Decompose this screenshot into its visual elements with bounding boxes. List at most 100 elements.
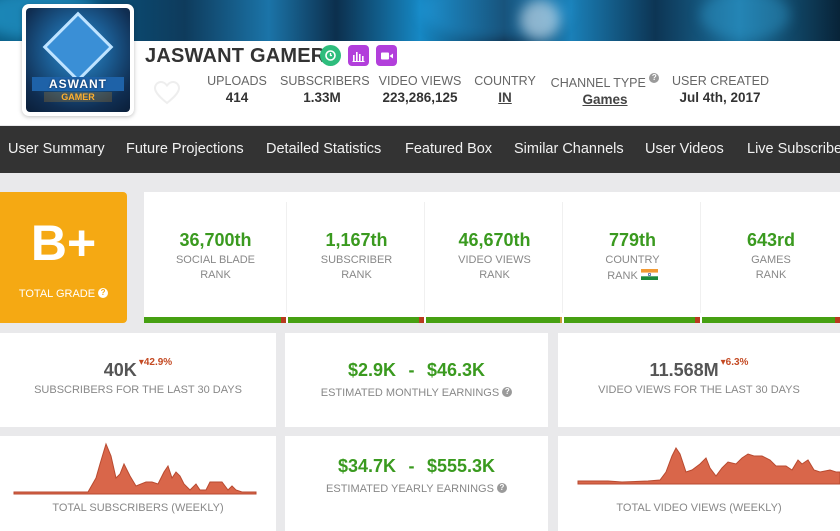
subs-weekly-sparkline: [13, 442, 257, 495]
yearly-low: $34.7K: [337, 456, 397, 476]
channel-header: [0, 41, 840, 125]
tab-user-summary[interactable]: User Summary: [8, 141, 105, 157]
yearly-high: $555.3K: [426, 456, 495, 476]
channel-avatar: ASWANT GAMER: [22, 4, 134, 116]
subs-30-delta: ▾42.9%: [138, 357, 173, 368]
tab-detailed-statistics[interactable]: Detailed Statistics: [266, 141, 382, 157]
rank-bar: [702, 317, 840, 323]
rank-value: 779th: [608, 230, 657, 250]
clock-badge[interactable]: [320, 45, 341, 66]
rank-bar: [288, 317, 424, 323]
grade-label: TOTAL GRADE: [18, 288, 96, 300]
channel-name: JASWANT GAMER: [145, 45, 326, 67]
tab-live-subscriber[interactable]: Live Subscriber: [747, 141, 840, 157]
views-30-value-wrap: 11.568M ▾6.3%: [558, 357, 840, 381]
stat-uploads: UPLOADS 414: [205, 74, 269, 105]
delta-value: 42.9%: [143, 357, 173, 368]
range-separator: -: [408, 360, 415, 380]
avatar-text-bottom: GAMER: [44, 92, 112, 102]
stat-label: UPLOADS: [207, 74, 267, 88]
heart-icon[interactable]: [153, 80, 181, 106]
stat-value: 223,286,125: [382, 90, 458, 105]
help-icon[interactable]: ?: [649, 73, 660, 83]
divider: [424, 202, 425, 313]
ranks-panel: 36,700th SOCIAL BLADE RANK 1,167th SUBSC…: [144, 192, 840, 323]
rank-bar: [564, 317, 700, 323]
yearly-label-wrap: ESTIMATED YEARLY EARNINGS ?: [285, 483, 548, 495]
yearly-label: ESTIMATED YEARLY EARNINGS: [326, 483, 494, 495]
monthly-label-wrap: ESTIMATED MONTHLY EARNINGS ?: [285, 387, 548, 399]
tab-featured-box[interactable]: Featured Box: [405, 141, 493, 157]
stat-label: VIDEO VIEWS: [378, 74, 462, 88]
stat-label: CHANNEL TYPE: [550, 76, 646, 90]
subs-30-days-card: 40K ▾42.9% SUBSCRIBERS FOR THE LAST 30 DA…: [0, 333, 276, 427]
stat-country: COUNTRY IN: [474, 74, 536, 105]
subs-30-value-wrap: 40K ▾42.9%: [0, 357, 276, 381]
range-separator: -: [408, 456, 415, 476]
monthly-high: $46.3K: [426, 360, 485, 380]
rank-label-wrap: RANK: [564, 269, 701, 282]
subs-30-label: SUBSCRIBERS FOR THE LAST 30 DAYS: [34, 384, 242, 396]
rank-bar: [426, 317, 562, 323]
stat-value: 1.33M: [303, 90, 341, 105]
subs-30-value: 40K: [103, 360, 137, 380]
stat-channel-type: CHANNEL TYPE ? Games: [550, 73, 660, 107]
divider: [562, 202, 563, 313]
rank-value: 643rd: [746, 230, 796, 250]
rank-label: RANK: [200, 269, 231, 281]
tab-similar-channels[interactable]: Similar Channels: [514, 141, 624, 157]
nav-bar: User Summary Future Projections Detailed…: [0, 126, 840, 173]
help-icon[interactable]: ?: [496, 483, 507, 493]
tab-user-videos[interactable]: User Videos: [645, 141, 724, 157]
video-badge[interactable]: [376, 45, 397, 66]
rank-label: SOCIAL BLADE: [175, 254, 256, 266]
channel-type-link[interactable]: Games: [582, 92, 628, 107]
rank-label: COUNTRY: [605, 254, 660, 266]
rank-bar: [144, 317, 286, 323]
help-icon[interactable]: ?: [98, 288, 109, 298]
rank-video-views: 46,670th VIDEO VIEWS RANK: [426, 192, 563, 323]
divider: [286, 202, 287, 313]
rank-bar-marker: [281, 317, 286, 323]
yearly-earnings-value: $34.7K - $555.3K: [285, 456, 548, 477]
rank-social-blade: 36,700th SOCIAL BLADE RANK: [144, 192, 287, 323]
monthly-low: $2.9K: [348, 360, 397, 380]
avatar-emblem: [42, 11, 114, 83]
help-icon[interactable]: ?: [502, 387, 513, 397]
rank-bar-marker: [835, 317, 840, 323]
rank-label: RANK: [479, 269, 510, 281]
views-30-days-card: 11.568M ▾6.3% VIDEO VIEWS FOR THE LAST 30…: [558, 333, 840, 427]
monthly-label: ESTIMATED MONTHLY EARNINGS: [320, 387, 500, 399]
rank-label: SUBSCRIBER: [320, 254, 393, 266]
grade-letter: B+: [30, 215, 97, 271]
rank-bar-marker: [419, 317, 424, 323]
rank-value: 36,700th: [179, 230, 252, 250]
stat-subscribers: SUBSCRIBERS 1.33M: [280, 74, 370, 105]
tab-future-projections[interactable]: Future Projections: [126, 141, 244, 157]
stat-value: Jul 4th, 2017: [679, 90, 761, 105]
rank-label: RANK: [607, 270, 638, 282]
stat-value: 414: [225, 90, 249, 105]
rank-country: 779th COUNTRY RANK: [564, 192, 701, 323]
country-link[interactable]: IN: [498, 90, 512, 105]
video-camera-icon: [380, 52, 393, 59]
subs-weekly-label: TOTAL SUBSCRIBERS (WEEKLY): [52, 502, 224, 514]
rank-games: 643rd GAMES RANK: [702, 192, 840, 323]
stat-user-created: USER CREATED Jul 4th, 2017: [672, 74, 769, 105]
views-30-delta: ▾6.3%: [720, 357, 749, 368]
clock-icon: [325, 50, 336, 61]
avatar-text-top: ASWANT: [32, 77, 124, 91]
rank-label: GAMES: [751, 254, 791, 266]
stats-badge[interactable]: [348, 45, 369, 66]
rank-bar-marker: [695, 317, 700, 323]
divider: [700, 202, 701, 313]
delta-value: 6.3%: [725, 357, 749, 368]
rank-label: RANK: [341, 269, 372, 281]
monthly-earnings-card: $2.9K - $46.3K ESTIMATED MONTHLY EARNING…: [285, 333, 548, 427]
stat-video-views: VIDEO VIEWS 223,286,125: [378, 74, 462, 105]
views-weekly-chart-card: TOTAL VIDEO VIEWS (WEEKLY): [558, 436, 840, 531]
rank-value: 46,670th: [458, 230, 531, 250]
monthly-earnings-value: $2.9K - $46.3K: [285, 360, 548, 381]
stat-label: SUBSCRIBERS: [280, 74, 370, 88]
views-weekly-label: TOTAL VIDEO VIEWS (WEEKLY): [616, 502, 782, 514]
